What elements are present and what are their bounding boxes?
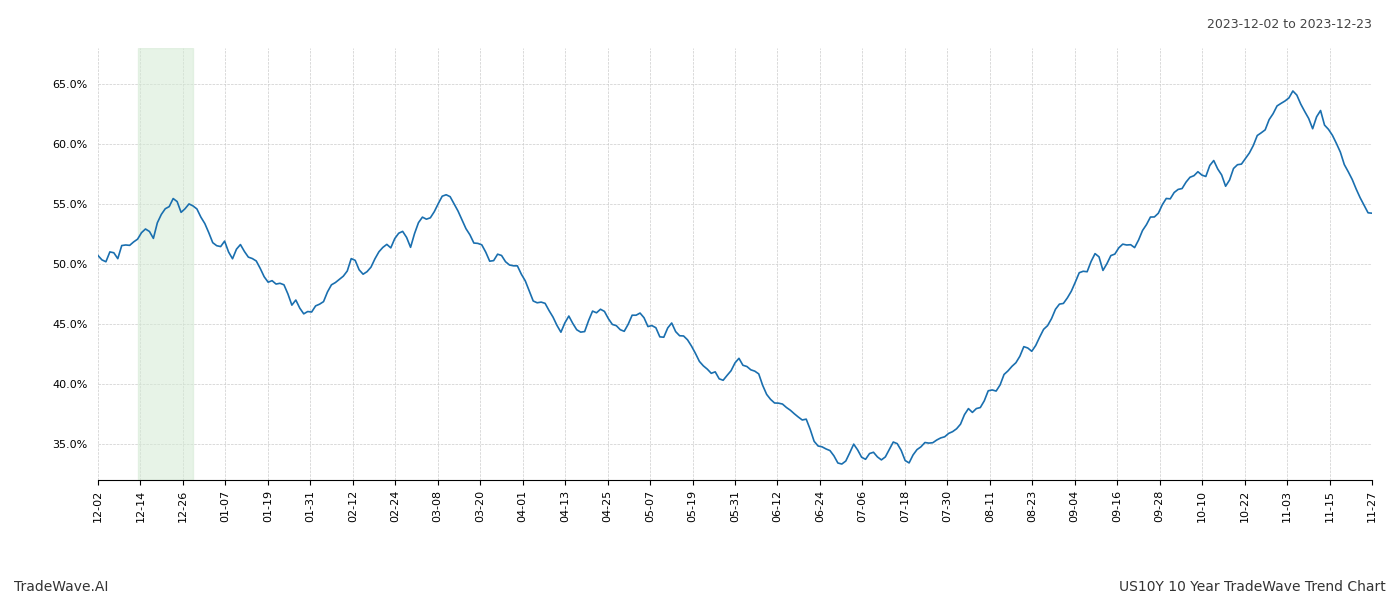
Text: US10Y 10 Year TradeWave Trend Chart: US10Y 10 Year TradeWave Trend Chart xyxy=(1119,580,1386,594)
Text: 2023-12-02 to 2023-12-23: 2023-12-02 to 2023-12-23 xyxy=(1207,18,1372,31)
Bar xyxy=(137,48,193,480)
Text: TradeWave.AI: TradeWave.AI xyxy=(14,580,108,594)
